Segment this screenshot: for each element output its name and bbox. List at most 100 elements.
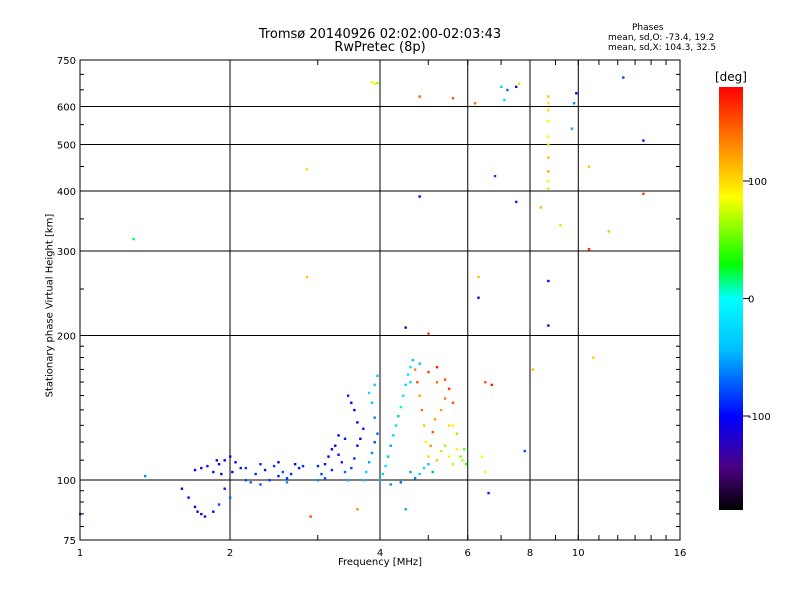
data-point-126 <box>435 459 439 462</box>
data-point-80 <box>343 437 347 440</box>
y-tick-label-750: 750 <box>57 56 76 67</box>
data-point-102 <box>420 408 424 412</box>
data-point-43 <box>309 515 312 518</box>
data-point-108 <box>433 418 437 421</box>
data-point-23 <box>215 459 219 462</box>
data-point-26 <box>249 481 253 484</box>
data-point-17 <box>217 462 221 466</box>
data-point-62 <box>353 408 356 412</box>
colorbar-ticks: 100 0 -100 <box>743 177 771 423</box>
data-point-105 <box>427 455 430 458</box>
data-point-63 <box>350 401 353 404</box>
data-point-158 <box>515 85 518 89</box>
data-point-136 <box>447 424 451 427</box>
data-point-21 <box>239 466 242 470</box>
data-point-98 <box>411 358 414 362</box>
data-point-101 <box>418 394 421 397</box>
data-point-8 <box>203 515 207 518</box>
data-point-165 <box>547 102 550 105</box>
data-point-32 <box>263 468 267 472</box>
data-point-77 <box>330 468 334 472</box>
data-point-174 <box>547 279 550 283</box>
colorbar-gradient <box>719 87 743 510</box>
phases-title: Phases <box>632 23 664 33</box>
data-point-186 <box>642 192 645 196</box>
data-point-135 <box>451 401 455 404</box>
x-tick-label-10: 10 <box>572 548 585 559</box>
data-point-36 <box>297 466 301 470</box>
data-point-42 <box>285 481 289 484</box>
data-point-1 <box>143 474 147 478</box>
data-point-27 <box>259 483 262 486</box>
data-point-65 <box>362 479 365 482</box>
data-point-75 <box>376 374 379 378</box>
data-point-73 <box>367 391 371 395</box>
y-tick-label-200: 200 <box>57 332 76 343</box>
data-point-25 <box>244 479 248 482</box>
data-point-167 <box>547 119 550 123</box>
data-point-44 <box>305 168 309 171</box>
data-point-78 <box>323 476 327 480</box>
data-point-30 <box>285 476 289 480</box>
axis-ticks: 1 2 4 6 8 10 16 75 100 200 300 400 500 600 750 <box>57 56 686 559</box>
data-point-20 <box>234 461 237 464</box>
data-point-59 <box>359 437 362 440</box>
colorbar-tick-label-0: 0 <box>748 295 754 306</box>
data-point-112 <box>422 466 426 470</box>
data-point-57 <box>353 457 356 460</box>
data-point-50 <box>330 448 334 451</box>
y-tick-label-600: 600 <box>57 103 76 114</box>
data-point-89 <box>389 444 392 447</box>
data-point-131 <box>455 448 459 451</box>
data-point-71 <box>373 416 376 419</box>
data-point-76 <box>337 434 340 437</box>
data-point-170 <box>547 156 550 159</box>
data-point-179 <box>575 92 578 95</box>
data-point-51 <box>334 444 337 447</box>
data-point-90 <box>392 434 395 437</box>
data-point-64 <box>346 394 350 397</box>
data-point-3 <box>180 487 184 490</box>
data-point-14 <box>200 466 203 470</box>
data-point-55 <box>346 479 350 482</box>
data-point-111 <box>418 472 421 476</box>
data-point-33 <box>272 464 276 468</box>
data-point-149 <box>480 455 484 458</box>
data-point-150 <box>484 470 487 474</box>
data-point-24 <box>231 470 234 474</box>
data-point-125 <box>427 332 430 335</box>
data-point-161 <box>523 449 526 453</box>
data-point-160 <box>517 82 521 85</box>
colorbar: [deg] 100 0 -100 <box>715 70 771 510</box>
data-point-29 <box>277 474 280 478</box>
chart-title: Tromsø 20140926 02:02:00-02:03:43 <box>258 27 502 42</box>
phases-x-stats: mean, sd,X: 104.3, 32.5 <box>608 43 717 53</box>
data-point-53 <box>340 461 344 464</box>
x-tick-label-1: 1 <box>77 548 83 559</box>
data-point-172 <box>547 179 550 183</box>
data-point-183 <box>607 230 610 233</box>
data-point-97 <box>409 365 412 369</box>
data-point-151 <box>487 491 490 495</box>
data-point-118 <box>418 362 421 365</box>
data-point-162 <box>531 368 535 371</box>
data-point-74 <box>373 383 376 387</box>
data-point-173 <box>547 187 550 190</box>
data-point-138 <box>459 455 462 458</box>
data-point-144 <box>451 97 455 100</box>
colorbar-tick-label-100: 100 <box>748 177 767 188</box>
data-point-159 <box>515 200 518 204</box>
data-point-134 <box>447 387 451 391</box>
data-point-127 <box>439 449 443 453</box>
data-point-104 <box>425 441 428 444</box>
phases-o-stats: mean, sd,O: -73.4, 19.2 <box>608 33 715 43</box>
data-point-176 <box>559 223 562 227</box>
y-tick-label-300: 300 <box>57 247 76 258</box>
x-tick-label-16: 16 <box>674 548 687 559</box>
grid <box>80 60 680 540</box>
data-point-38 <box>301 464 305 468</box>
data-point-96 <box>406 373 410 376</box>
data-point-7 <box>200 512 203 516</box>
data-point-31 <box>254 472 257 476</box>
